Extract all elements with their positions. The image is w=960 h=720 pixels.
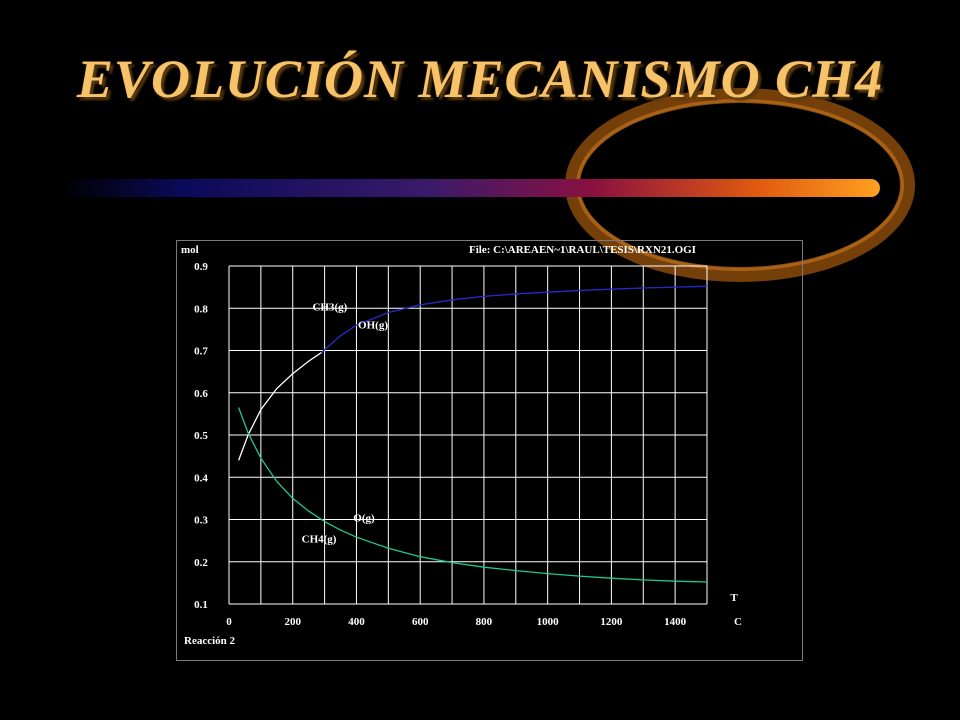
line-chart: mol File: C:\AREAEN~1\RAUL\TESIS\RXN21.O… xyxy=(181,244,742,647)
series-label: O(g) xyxy=(353,513,375,525)
x-axis-label: C xyxy=(734,616,742,628)
y-tick-label: 0.1 xyxy=(194,599,208,611)
y-tick-label: 0.2 xyxy=(194,557,208,569)
series-label: CH4(g) xyxy=(302,534,337,546)
footer-label: Reacción 2 xyxy=(184,635,236,647)
grid: 0.9 0.8 0.7 0.6 0.5 0.4 0.3 0.2 0.1 0 200 400 600 800… xyxy=(194,261,708,628)
series-group xyxy=(237,285,708,583)
x-tick-label: 0 xyxy=(226,616,232,628)
chart-frame: mol File: C:\AREAEN~1\RAUL\TESIS\RXN21.O… xyxy=(176,240,803,661)
y-axis-label: mol xyxy=(181,244,199,256)
y-tick-label: 0.5 xyxy=(194,430,208,442)
series-line-oh-g xyxy=(237,352,322,461)
x-variable-label: T xyxy=(730,592,738,604)
x-tick-label: 200 xyxy=(284,616,301,628)
annotations: CH3(g) OH(g) O(g) CH4(g) xyxy=(302,301,389,545)
x-tick-label: 1200 xyxy=(600,616,623,628)
slide-title: EVOLUCIÓN MECANISMO CH4 xyxy=(76,49,884,109)
x-tick-label: 1400 xyxy=(664,616,687,628)
file-label: File: C:\AREAEN~1\RAUL\TESIS\RXN21.OGI xyxy=(469,244,696,256)
y-tick-label: 0.3 xyxy=(194,515,208,527)
series-line-ch3-g xyxy=(320,285,708,354)
y-tick-label: 0.6 xyxy=(194,388,208,400)
y-tick-label: 0.9 xyxy=(194,261,208,273)
series-label: CH3(g) xyxy=(312,301,347,313)
x-tick-label: 400 xyxy=(348,616,365,628)
x-tick-label: 800 xyxy=(476,616,493,628)
series-line-ch4-g xyxy=(237,407,708,583)
x-tick-label: 600 xyxy=(412,616,429,628)
y-tick-label: 0.4 xyxy=(194,472,208,484)
y-tick-label: 0.7 xyxy=(194,346,208,358)
series-label: OH(g) xyxy=(358,320,388,332)
x-tick-label: 1000 xyxy=(537,616,560,628)
y-tick-label: 0.8 xyxy=(194,303,208,315)
